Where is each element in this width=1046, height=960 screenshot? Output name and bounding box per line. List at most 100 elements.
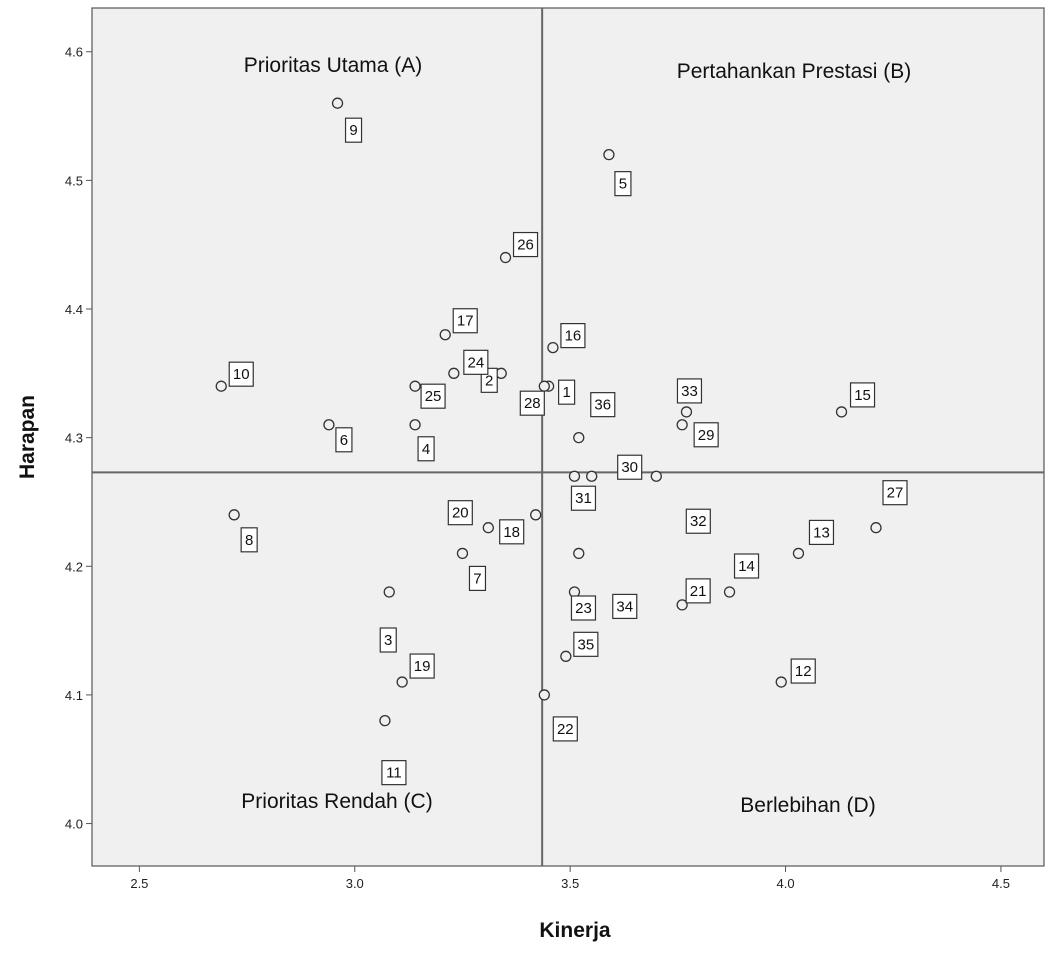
point-label-box [685,508,711,534]
data-point-28: 28 [519,380,550,416]
point-label-box [463,349,489,375]
point-label: 24 [468,354,485,371]
point-label-box [468,565,487,592]
point-marker [792,547,805,560]
point-marker [586,470,598,482]
point-label: 21 [690,583,707,600]
point-label-box [379,627,397,653]
point-label: 27 [887,485,904,502]
point-label-box [808,519,835,546]
point-marker [383,586,395,598]
data-point-10: 10 [215,361,254,392]
point-label: 3 [384,632,392,649]
point-label: 16 [565,328,582,345]
data-point-25: 25 [409,380,446,409]
point-label-box [335,427,353,453]
data-point-8: 8 [228,509,258,553]
point-label-box [519,390,545,416]
point-label-box [693,422,719,448]
point-label: 6 [340,432,348,449]
point-marker [379,714,391,727]
point-marker [560,650,572,662]
point-label: 15 [854,387,871,404]
quadrant-label-a: Prioritas Utama (A) [244,54,423,77]
point-label: 19 [414,658,431,675]
data-point-20: 20 [447,500,494,534]
point-marker [835,406,848,418]
x-tick-label: 3.0 [346,876,364,891]
y-tick-label: 4.2 [65,559,83,574]
point-label-box [552,716,578,742]
point-label-box [240,527,258,553]
point-marker [775,676,787,688]
point-label-box [612,593,638,620]
point-label-box [420,383,446,409]
point-marker [680,406,693,418]
point-label-box [452,308,478,334]
point-label: 34 [616,598,633,615]
point-label-box [560,322,586,349]
data-point-26: 26 [499,231,539,264]
point-label: 25 [425,388,442,405]
point-label-box [590,392,616,418]
x-tick-label: 4.5 [992,876,1010,891]
data-point-36: 36 [573,392,616,444]
data-point-18: 18 [499,509,542,545]
point-label: 31 [575,490,592,507]
point-label-box [573,631,599,657]
y-tick-label: 4.6 [65,45,83,60]
point-label: 14 [738,558,755,575]
point-label: 28 [524,395,541,412]
point-label-box [617,454,643,480]
data-point-17: 17 [439,308,478,341]
point-label-box [570,485,597,511]
point-label: 17 [457,313,474,330]
point-marker [538,380,550,392]
point-marker [568,470,581,482]
point-label: 5 [619,176,627,193]
point-marker [603,148,615,161]
point-marker [331,97,344,109]
point-label: 9 [349,122,357,139]
x-axis: 2.5 3.0 3.5 4.0 4.5 [130,866,1010,891]
data-point-19: 19 [396,653,435,688]
point-label-box [849,382,876,408]
data-point-5: 5 [603,148,632,197]
point-marker [870,522,882,534]
y-tick-label: 4.4 [65,302,83,317]
point-label: 23 [575,600,592,617]
point-label-box [676,378,703,404]
point-label: 12 [795,663,812,680]
point-marker [650,470,662,482]
point-marker [215,380,227,392]
data-point-3: 3 [379,586,397,653]
y-tick-label: 4.0 [65,817,83,832]
point-label: 10 [233,366,250,383]
data-point-13: 13 [792,519,835,560]
point-marker [448,367,460,379]
y-axis: 4.0 4.1 4.2 4.3 4.4 4.5 4.6 [65,45,92,832]
point-label-box [447,500,473,526]
point-label: 20 [452,505,469,522]
point-marker [676,599,688,611]
data-point-14: 14 [723,553,760,598]
data-point-4: 4 [409,419,435,462]
point-marker [228,509,240,521]
point-label: 1 [562,384,570,401]
point-marker [499,251,512,264]
data-point-30: 30 [586,454,643,482]
point-label: 33 [681,383,698,400]
point-marker [482,522,494,534]
point-label-box [512,231,539,258]
point-label-box [733,553,760,579]
data-point-12: 12 [775,658,816,688]
data-point-6: 6 [323,419,353,453]
point-label-box [499,519,525,545]
data-point-16: 16 [547,322,586,354]
point-label: 13 [813,524,830,541]
point-label: 4 [422,441,430,458]
point-label-box [558,379,576,405]
data-point-22: 22 [538,689,578,742]
y-tick-label: 4.3 [65,431,83,446]
